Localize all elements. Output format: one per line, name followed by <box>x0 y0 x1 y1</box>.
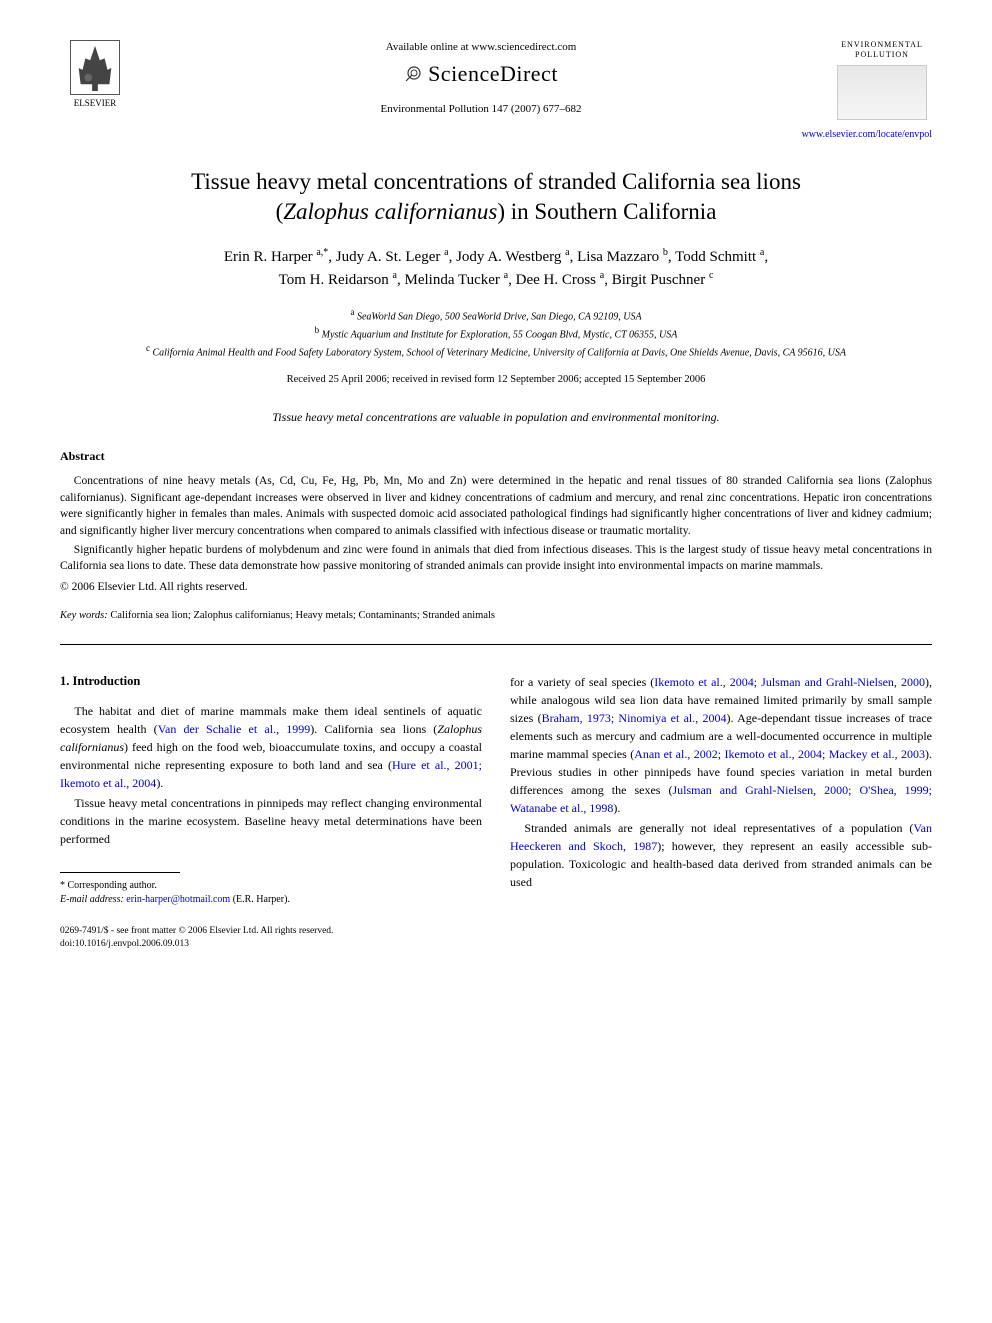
affiliation-a: a SeaWorld San Diego, 500 SeaWorld Drive… <box>60 306 932 324</box>
left-column: 1. Introduction The habitat and diet of … <box>60 673 482 908</box>
ref-anan-etal[interactable]: Anan et al., 2002; Ikemoto et al., 2004;… <box>634 747 925 761</box>
email-attribution: (E.R. Harper). <box>230 894 290 905</box>
intro-p3: for a variety of seal species (Ikemoto e… <box>510 673 932 817</box>
intro-p4: Stranded animals are generally not ideal… <box>510 819 932 891</box>
journal-link-text: www.elsevier.com/locate/envpol <box>802 129 932 140</box>
intro-p1: The habitat and diet of marine mammals m… <box>60 702 482 792</box>
journal-cover-thumbnail <box>837 65 927 120</box>
section-divider <box>60 644 932 645</box>
footer-doi-line: doi:10.1016/j.envpol.2006.09.013 <box>60 938 932 950</box>
journal-badge-line2: POLLUTION <box>832 50 932 60</box>
right-column: for a variety of seal species (Ikemoto e… <box>510 673 932 908</box>
p3-pre: for a variety of seal species ( <box>510 675 654 689</box>
author-list: Erin R. Harper a,*, Judy A. St. Leger a,… <box>60 245 932 292</box>
ref-vanderschalie[interactable]: Van der Schalie et al., 1999 <box>158 722 311 736</box>
body-columns: 1. Introduction The habitat and diet of … <box>60 673 932 908</box>
page-footer: 0269-7491/$ - see front matter © 2006 El… <box>60 925 932 950</box>
article-title: Tissue heavy metal concentrations of str… <box>100 167 892 227</box>
abstract-heading: Abstract <box>60 448 932 465</box>
sciencedirect-icon <box>404 61 424 92</box>
p4-pre: Stranded animals are generally not ideal… <box>524 821 913 835</box>
p1-mid1: ). California sea lions ( <box>310 722 437 736</box>
footnote-separator <box>60 872 180 873</box>
abstract-p1: Concentrations of nine heavy metals (As,… <box>60 473 932 540</box>
sciencedirect-brand: ScienceDirect <box>150 59 812 91</box>
title-species-name: Zalophus californianus <box>283 199 497 224</box>
journal-badge-line1: ENVIRONMENTAL <box>832 40 932 50</box>
intro-p2: Tissue heavy metal concentrations in pin… <box>60 794 482 848</box>
p1-post: ). <box>156 776 163 790</box>
email-line: E-mail address: erin-harper@hotmail.com … <box>60 893 482 907</box>
journal-badge: ENVIRONMENTAL POLLUTION <box>832 40 932 120</box>
title-line1: Tissue heavy metal concentrations of str… <box>191 169 801 194</box>
affiliation-c-text: California Animal Health and Food Safety… <box>152 348 846 359</box>
keywords: Key words: California sea lion; Zalophus… <box>60 609 932 624</box>
center-header: Available online at www.sciencedirect.co… <box>130 40 832 117</box>
abstract-p2: Significantly higher hepatic burdens of … <box>60 542 932 575</box>
affiliation-c: c California Animal Health and Food Safe… <box>60 342 932 360</box>
sciencedirect-text: ScienceDirect <box>428 61 558 86</box>
author-email[interactable]: erin-harper@hotmail.com <box>126 894 230 905</box>
abstract-copyright: © 2006 Elsevier Ltd. All rights reserved… <box>60 579 932 595</box>
page-header: ELSEVIER Available online at www.science… <box>60 40 932 120</box>
email-label: E-mail address: <box>60 894 124 905</box>
abstract-body: Concentrations of nine heavy metals (As,… <box>60 473 932 595</box>
capsule-summary: Tissue heavy metal concentrations are va… <box>60 409 932 426</box>
title-line2-post: ) in Southern California <box>497 199 716 224</box>
p3-post3: ). <box>613 801 620 815</box>
keywords-label: Key words: <box>60 610 108 621</box>
corresponding-label: * Corresponding author. <box>60 879 482 893</box>
ref-braham-ninomiya[interactable]: Braham, 1973; Ninomiya et al., 2004 <box>542 711 727 725</box>
footer-issn-line: 0269-7491/$ - see front matter © 2006 El… <box>60 925 932 937</box>
elsevier-logo: ELSEVIER <box>60 40 130 120</box>
intro-heading: 1. Introduction <box>60 673 482 691</box>
journal-homepage-link[interactable]: www.elsevier.com/locate/envpol <box>60 128 932 142</box>
journal-reference: Environmental Pollution 147 (2007) 677–6… <box>150 102 812 117</box>
article-dates: Received 25 April 2006; received in revi… <box>60 373 932 388</box>
elsevier-tree-icon <box>70 40 120 95</box>
available-online-text: Available online at www.sciencedirect.co… <box>150 40 812 55</box>
affiliation-a-text: SeaWorld San Diego, 500 SeaWorld Drive, … <box>357 311 642 322</box>
affiliation-b: b Mystic Aquarium and Institute for Expl… <box>60 324 932 342</box>
keywords-text: California sea lion; Zalophus california… <box>108 610 495 621</box>
elsevier-label: ELSEVIER <box>74 97 117 110</box>
corresponding-author-footnote: * Corresponding author. E-mail address: … <box>60 879 482 907</box>
affiliations: a SeaWorld San Diego, 500 SeaWorld Drive… <box>60 306 932 361</box>
affiliation-b-text: Mystic Aquarium and Institute for Explor… <box>322 329 678 340</box>
p2-pre: Tissue heavy metal concentrations in pin… <box>60 796 482 846</box>
ref-ikemoto-julsman[interactable]: Ikemoto et al., 2004; Julsman and Grahl-… <box>654 675 925 689</box>
